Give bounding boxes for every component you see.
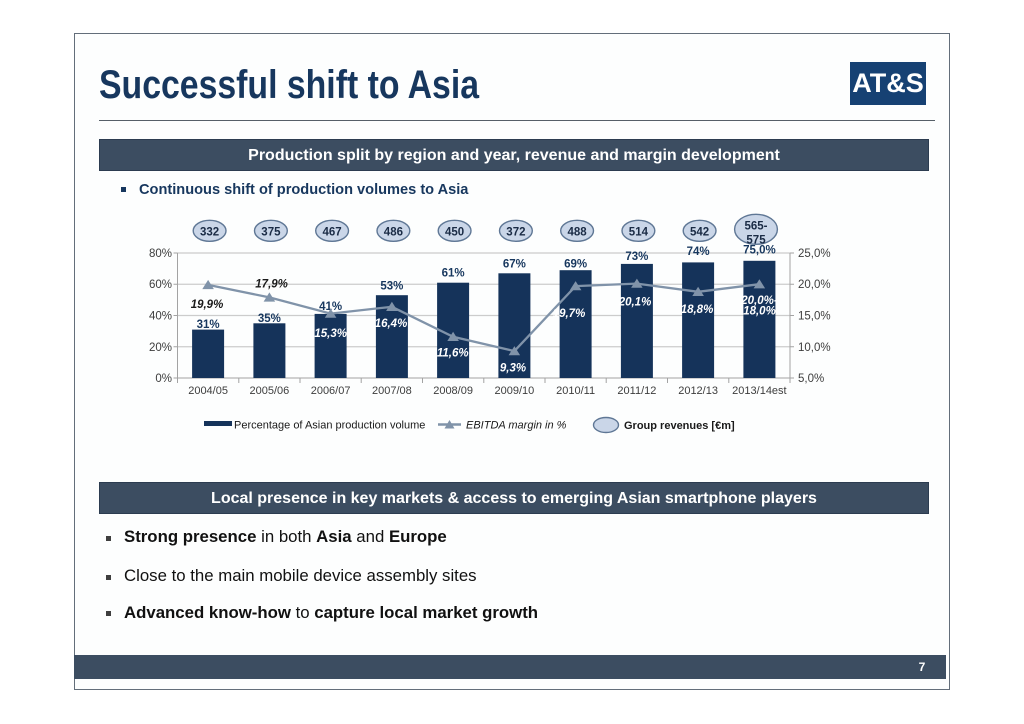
svg-text:40%: 40% bbox=[149, 311, 172, 323]
svg-text:15,3%: 15,3% bbox=[314, 328, 347, 340]
svg-text:2008/09: 2008/09 bbox=[433, 385, 473, 397]
svg-text:35%: 35% bbox=[258, 313, 281, 325]
svg-text:69%: 69% bbox=[564, 259, 587, 271]
svg-text:73%: 73% bbox=[625, 251, 648, 263]
svg-text:18,8%: 18,8% bbox=[681, 304, 714, 316]
svg-text:372: 372 bbox=[506, 226, 525, 238]
svg-text:20%: 20% bbox=[149, 342, 172, 354]
svg-text:9,3%: 9,3% bbox=[500, 363, 526, 375]
svg-text:2011/12: 2011/12 bbox=[617, 385, 656, 397]
svg-text:10,0%: 10,0% bbox=[798, 342, 831, 354]
svg-text:2012/13: 2012/13 bbox=[678, 385, 718, 397]
svg-text:11,6%: 11,6% bbox=[437, 348, 469, 360]
svg-text:375: 375 bbox=[261, 226, 281, 238]
svg-text:80%: 80% bbox=[149, 248, 172, 260]
svg-text:332: 332 bbox=[200, 226, 219, 238]
svg-text:2010/11: 2010/11 bbox=[556, 385, 595, 397]
svg-text:2009/10: 2009/10 bbox=[495, 385, 535, 397]
svg-text:5,0%: 5,0% bbox=[798, 373, 824, 385]
svg-text:41%: 41% bbox=[319, 301, 342, 313]
svg-text:2013/14est: 2013/14est bbox=[732, 385, 786, 397]
svg-text:53%: 53% bbox=[380, 281, 403, 293]
svg-text:16,4%: 16,4% bbox=[375, 318, 408, 330]
svg-text:2004/05: 2004/05 bbox=[188, 385, 228, 397]
svg-text:575: 575 bbox=[746, 235, 766, 247]
svg-text:488: 488 bbox=[568, 226, 588, 238]
svg-text:542: 542 bbox=[690, 226, 709, 238]
svg-text:15,0%: 15,0% bbox=[798, 311, 831, 323]
svg-text:60%: 60% bbox=[149, 279, 172, 291]
svg-text:486: 486 bbox=[384, 226, 403, 238]
svg-text:61%: 61% bbox=[442, 268, 465, 280]
svg-text:467: 467 bbox=[323, 226, 342, 238]
svg-text:2006/07: 2006/07 bbox=[311, 385, 351, 397]
svg-text:19,9%: 19,9% bbox=[191, 299, 224, 311]
svg-text:20,1%: 20,1% bbox=[618, 297, 652, 309]
svg-text:25,0%: 25,0% bbox=[798, 248, 831, 260]
svg-text:EBITDA margin in %: EBITDA margin in % bbox=[466, 420, 567, 432]
svg-text:17,9%: 17,9% bbox=[255, 279, 288, 291]
svg-text:Percentage of Asian production: Percentage of Asian production volume bbox=[234, 420, 425, 432]
svg-text:74%: 74% bbox=[687, 246, 710, 258]
svg-text:20,0%: 20,0% bbox=[798, 279, 831, 291]
svg-text:20,0%-: 20,0%- bbox=[740, 295, 778, 307]
svg-text:31%: 31% bbox=[197, 319, 220, 331]
svg-text:67%: 67% bbox=[503, 258, 526, 270]
svg-text:2007/08: 2007/08 bbox=[372, 385, 412, 397]
svg-text:565-: 565- bbox=[744, 221, 767, 233]
svg-text:19,7%: 19,7% bbox=[553, 308, 586, 320]
svg-text:18,0%: 18,0% bbox=[743, 306, 776, 318]
svg-text:450: 450 bbox=[445, 226, 464, 238]
svg-text:75,0%: 75,0% bbox=[743, 245, 776, 257]
svg-text:0%: 0% bbox=[155, 373, 172, 385]
svg-text:Group revenues [€m]: Group revenues [€m] bbox=[624, 420, 735, 432]
svg-text:2005/06: 2005/06 bbox=[250, 385, 290, 397]
svg-text:514: 514 bbox=[629, 226, 649, 238]
